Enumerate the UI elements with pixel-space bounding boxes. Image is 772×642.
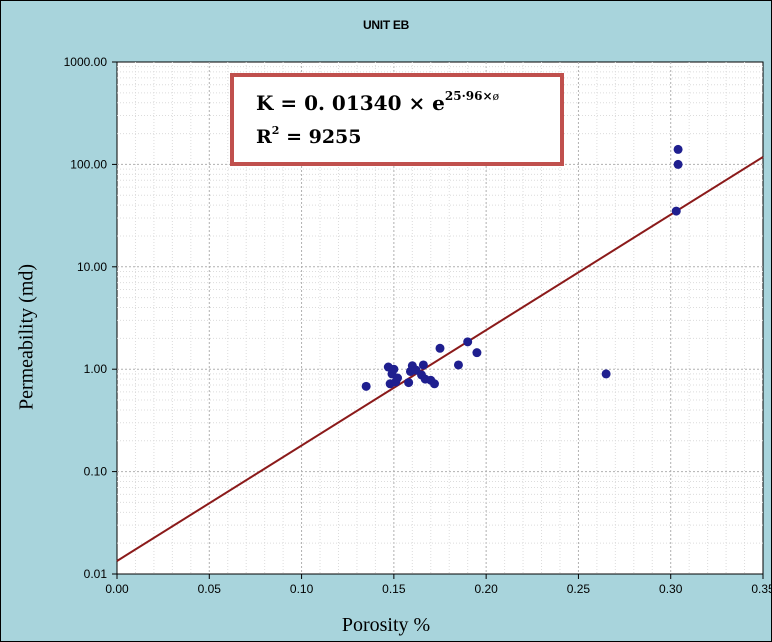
- equation-box: K = 0. 01340 × e25·96×ø R2 = 9255: [230, 73, 564, 166]
- data-point: [453, 360, 463, 370]
- trend-line: [116, 156, 764, 562]
- data-point: [601, 369, 611, 379]
- x-tick-label: 0.25: [567, 582, 591, 596]
- y-tick-label: 1000.00: [64, 55, 108, 69]
- data-point: [673, 144, 683, 154]
- r2-superscript: 2: [271, 124, 280, 137]
- x-axis-label: Porosity %: [341, 614, 431, 636]
- data-point: [393, 373, 403, 383]
- y-tick-label: 0.10: [84, 465, 108, 479]
- x-tick-label: 0.35: [751, 582, 772, 596]
- y-tick-labels: 0.01 0.10 1.00 10.00 100.00 1000.00: [64, 55, 108, 581]
- x-tick-label: 0.30: [659, 582, 683, 596]
- data-point: [671, 206, 681, 216]
- phi-symbol: ø: [492, 90, 500, 103]
- data-point: [463, 337, 473, 347]
- x-tick-label: 0.20: [474, 582, 498, 596]
- x-tick-label: 0.15: [382, 582, 406, 596]
- x-tick-label: 0.05: [198, 582, 222, 596]
- r2-value: = 9255: [279, 126, 362, 148]
- x-tick-label: 0.10: [290, 582, 314, 596]
- r2-prefix: R: [256, 126, 272, 148]
- data-point: [361, 381, 371, 391]
- r-squared-label: R2 = 9255: [256, 124, 362, 148]
- y-tick-label: 1.00: [84, 362, 108, 376]
- equation-exponent: 25·96×: [444, 89, 493, 103]
- data-point: [429, 379, 439, 389]
- y-tick-label: 0.01: [84, 567, 108, 581]
- data-point: [435, 343, 445, 353]
- data-point: [673, 159, 683, 169]
- regression-equation: K = 0. 01340 × e25·96×ø: [256, 89, 500, 115]
- grid-lines: [112, 61, 764, 579]
- trend-line-group: [116, 156, 764, 562]
- y-tick-label: 10.00: [77, 260, 107, 274]
- data-point: [404, 378, 414, 388]
- chart-title: UNIT EB: [363, 18, 409, 32]
- data-point: [418, 360, 428, 370]
- data-points: [361, 144, 683, 391]
- y-axis-label: Permeability (md): [15, 263, 38, 411]
- equation-main: K = 0. 01340 × e: [256, 91, 445, 115]
- y-tick-label: 100.00: [70, 157, 107, 171]
- data-point: [389, 364, 399, 374]
- x-tick-label: 0.00: [105, 582, 129, 596]
- x-tick-labels: 0.00 0.05 0.10 0.15 0.20 0.25 0.30 0.35: [105, 582, 772, 596]
- data-point: [472, 348, 482, 358]
